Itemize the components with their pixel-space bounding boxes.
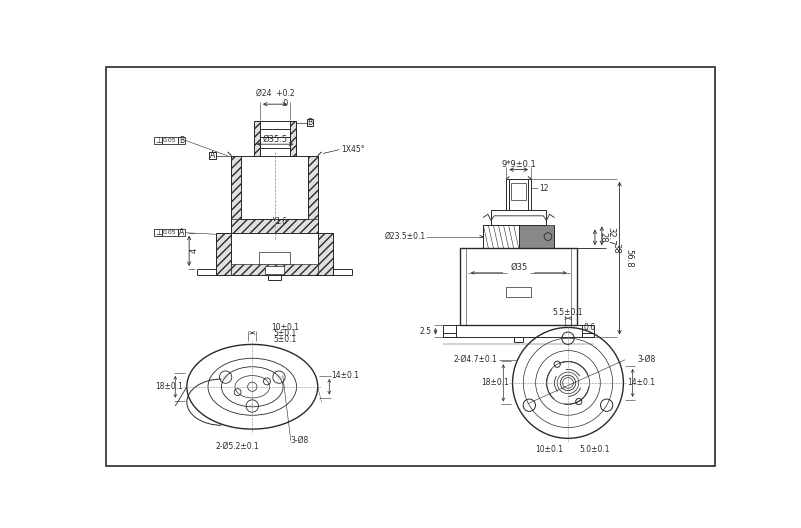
Text: 5±0.1: 5±0.1 bbox=[274, 329, 297, 338]
Bar bbox=[318, 233, 333, 275]
Text: 1.6: 1.6 bbox=[275, 216, 287, 225]
Text: B: B bbox=[308, 118, 312, 127]
Text: 0.05: 0.05 bbox=[163, 138, 177, 143]
Text: Ø24  +0.2
         0: Ø24 +0.2 0 bbox=[256, 89, 294, 108]
Text: Ø35: Ø35 bbox=[510, 263, 527, 272]
Text: B: B bbox=[179, 136, 184, 145]
Text: 38: 38 bbox=[611, 243, 620, 253]
Text: 3-Ø8: 3-Ø8 bbox=[291, 436, 309, 445]
Text: 14±0.1: 14±0.1 bbox=[627, 379, 655, 388]
Text: 14±0.1: 14±0.1 bbox=[332, 372, 360, 381]
Bar bbox=[519, 225, 554, 248]
Bar bbox=[511, 184, 526, 201]
Text: 56.8: 56.8 bbox=[624, 249, 634, 268]
Text: 0.6: 0.6 bbox=[583, 323, 595, 332]
Bar bbox=[216, 233, 231, 275]
Bar bbox=[162, 137, 178, 144]
Text: 3-Ø8: 3-Ø8 bbox=[638, 355, 655, 364]
Text: 5.0±0.1: 5.0±0.1 bbox=[580, 446, 610, 455]
Text: A: A bbox=[179, 228, 184, 237]
Text: 2-Ø5.2±0.1: 2-Ø5.2±0.1 bbox=[215, 441, 259, 450]
Bar bbox=[209, 152, 215, 159]
Bar bbox=[162, 229, 178, 236]
Text: 2-Ø4.7±0.1: 2-Ø4.7±0.1 bbox=[453, 355, 497, 364]
Bar bbox=[308, 156, 318, 233]
Text: 5.5±0.1: 5.5±0.1 bbox=[553, 308, 583, 317]
Bar bbox=[155, 229, 162, 236]
Text: A: A bbox=[210, 151, 215, 161]
Bar bbox=[178, 229, 185, 236]
Bar bbox=[491, 210, 546, 225]
Bar bbox=[290, 121, 296, 156]
Bar bbox=[254, 121, 260, 156]
Text: ⊥: ⊥ bbox=[155, 136, 162, 145]
Text: 0.05: 0.05 bbox=[163, 230, 177, 235]
Bar bbox=[265, 266, 284, 274]
Text: Ø23.5±0.1: Ø23.5±0.1 bbox=[384, 232, 425, 241]
Bar bbox=[260, 252, 290, 263]
Text: 2.5: 2.5 bbox=[420, 327, 432, 336]
Bar bbox=[155, 137, 162, 144]
Bar bbox=[231, 219, 318, 233]
Bar bbox=[461, 248, 578, 325]
Bar bbox=[307, 119, 313, 126]
Bar bbox=[178, 137, 185, 144]
Text: 12: 12 bbox=[539, 184, 548, 193]
Text: 18±0.1: 18±0.1 bbox=[481, 379, 509, 388]
Text: 18±0.1: 18±0.1 bbox=[155, 382, 183, 391]
Text: 5±0.1: 5±0.1 bbox=[274, 335, 297, 344]
Bar bbox=[231, 156, 241, 233]
Text: 1X45°: 1X45° bbox=[341, 145, 364, 154]
Text: 4: 4 bbox=[190, 248, 199, 253]
Text: 10±0.1: 10±0.1 bbox=[535, 446, 563, 455]
Text: 9*9±0.1: 9*9±0.1 bbox=[501, 160, 536, 169]
Text: 28: 28 bbox=[598, 232, 607, 243]
Text: 10±0.1: 10±0.1 bbox=[272, 323, 300, 332]
Text: 32.7: 32.7 bbox=[606, 227, 615, 245]
Bar bbox=[506, 287, 531, 297]
Bar bbox=[231, 263, 318, 275]
Bar bbox=[483, 225, 519, 248]
Text: ⊥: ⊥ bbox=[155, 228, 162, 237]
Text: Ø35.5: Ø35.5 bbox=[263, 134, 288, 143]
